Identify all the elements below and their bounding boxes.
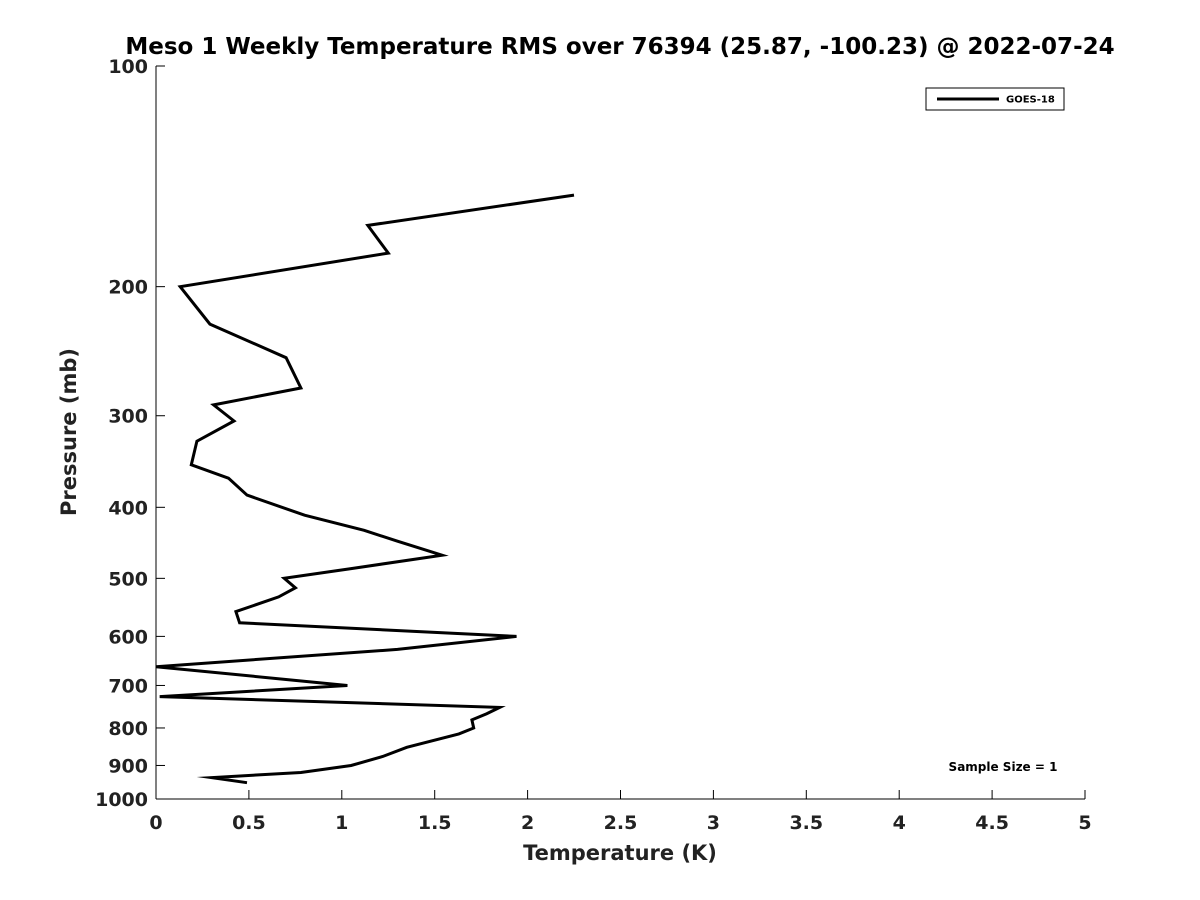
y-tick-label: 800 [108,718,148,740]
series-group [155,193,575,785]
y-tick-label: 900 [108,755,148,777]
x-tick-label: 5 [1078,812,1091,834]
x-tick-label: 2 [521,812,534,834]
series-line-goes-18 [155,193,575,785]
x-tick-label: 1.5 [418,812,452,834]
x-tick-label: 4 [893,812,906,834]
y-tick-label: 100 [108,56,148,78]
legend-label-goes-18: GOES-18 [1006,95,1055,106]
y-tick-label: 200 [108,277,148,299]
y-tick-label: 600 [108,626,148,648]
y-axis-title: Pressure (mb) [57,348,81,516]
legend: GOES-18 [925,87,1065,111]
y-tick-label: 500 [108,568,148,590]
x-tick-label: 1 [335,812,348,834]
sample-size-annotation: Sample Size = 1 [949,760,1058,774]
x-tick-label: 0 [149,812,162,834]
x-tick-label: 3.5 [789,812,823,834]
x-axis-ticks: 0 0.5 1 1.5 2 2.5 3 3.5 4 4.5 5 [149,790,1092,834]
y-axis-ticks: 100 200 300 400 500 600 700 800 900 1000 [95,56,165,811]
y-tick-label: 1000 [95,789,148,811]
x-tick-label: 0.5 [232,812,266,834]
x-tick-label: 2.5 [604,812,638,834]
x-axis-title: Temperature (K) [523,841,717,865]
x-tick-label: 4.5 [975,812,1009,834]
chart-title: Meso 1 Weekly Temperature RMS over 76394… [125,34,1114,60]
y-tick-label: 300 [108,406,148,428]
y-tick-label: 700 [108,675,148,697]
y-tick-label: 400 [108,497,148,519]
x-tick-label: 3 [707,812,720,834]
